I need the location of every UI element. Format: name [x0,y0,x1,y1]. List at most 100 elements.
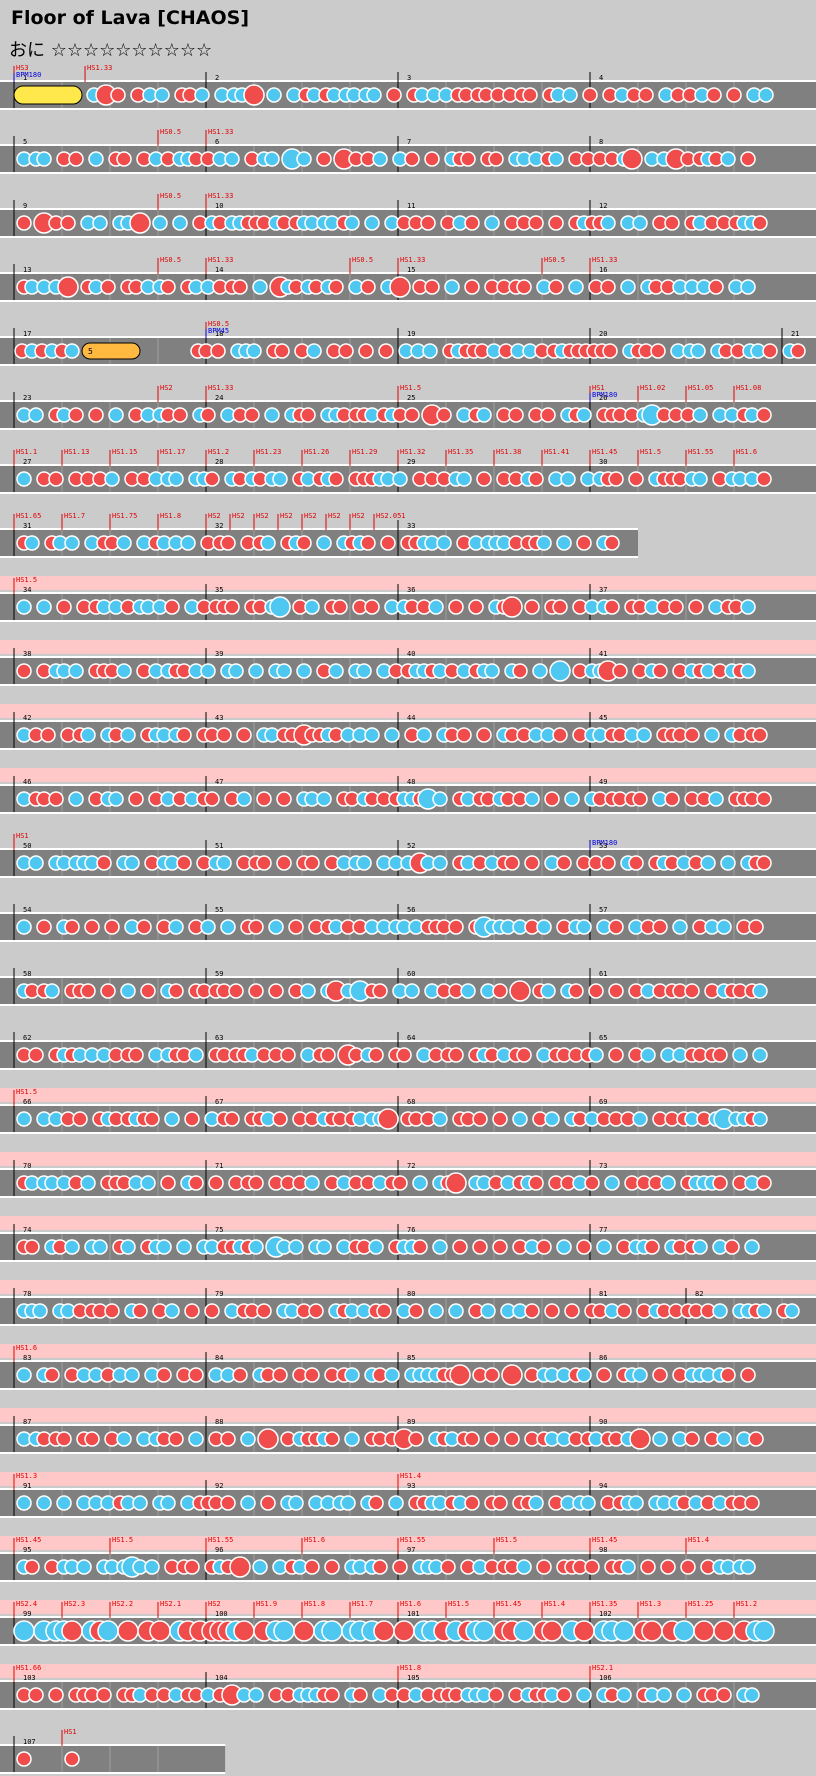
bar-number: 59 [215,970,223,978]
note [180,535,196,551]
note [464,1495,480,1511]
bar-number: 60 [407,970,415,978]
hs-label: HS1.55 [400,1536,425,1544]
note [480,1303,496,1319]
note [756,471,772,487]
note [544,1303,560,1319]
note [484,663,500,679]
note [48,471,64,487]
note [296,535,312,551]
note [96,855,112,871]
note [328,279,344,295]
chart-row: 42 43 44 45 [0,704,816,750]
note [149,1620,171,1642]
note [408,1303,424,1319]
bar-number: 3 [407,74,411,82]
note [156,1239,172,1255]
hs-marker [13,450,15,466]
hs-label: HS1.8 [400,1664,421,1672]
note [16,1751,32,1767]
bar-line [397,1672,399,1708]
note [516,1559,532,1575]
bar-number: 20 [599,330,607,338]
note [268,919,284,935]
note [304,855,320,871]
hs-label: HS2.4 [16,1600,37,1608]
hs-label: HS1.7 [352,1600,373,1608]
hs-label: HS1.05 [688,384,713,392]
bar-line [589,1224,591,1260]
note [272,471,288,487]
note [544,1111,560,1127]
bar-number: 56 [407,906,415,914]
bar-number: 10 [215,202,223,210]
note [576,407,592,423]
bar-number: 52 [407,842,415,850]
note [64,343,80,359]
chart-row: 58 59 60 61 [0,968,816,1006]
note [392,1175,408,1191]
note [248,919,264,935]
bar-number: 31 [23,522,31,530]
bar-line [205,200,207,236]
bar-number: 64 [407,1034,415,1042]
hs-marker [541,450,543,466]
hs-label: HS0.5 [544,256,565,264]
bar-line [205,1096,207,1132]
note [613,1620,635,1642]
hs-label: HS1.02 [640,384,665,392]
hs-marker [157,130,159,146]
note [492,983,508,999]
bar-number: 78 [23,1290,31,1298]
hs-marker [157,258,159,274]
hs-marker [205,386,207,402]
note [104,919,120,935]
note [210,343,226,359]
note [464,1431,480,1447]
note [584,1175,600,1191]
bar-number: 45 [599,714,607,722]
bar-number: 46 [23,778,31,786]
note [168,919,184,935]
note [61,1620,83,1642]
hs-marker [493,450,495,466]
note [632,215,648,231]
bar-line [13,392,15,428]
chart-row: 27 28 29 30 HS1.1 HS1.13 HS1.15 HS1.17 HS1.2 HS1.… [0,448,816,494]
note [468,599,484,615]
note [512,1111,528,1127]
note [104,1303,120,1319]
note [656,1687,672,1703]
bar-line [13,1352,15,1388]
hs-marker [685,386,687,402]
note [612,663,628,679]
hs-marker [637,1602,639,1618]
bar-number: 62 [23,1034,31,1042]
bar-line [13,840,15,876]
beat-line [541,82,543,108]
bar-number: 100 [215,1610,228,1618]
note [240,1431,256,1447]
note [176,855,192,871]
hs-label: HS1.13 [64,448,89,456]
note [504,1431,520,1447]
gogo-band [0,640,816,654]
note [386,87,402,103]
note [748,919,764,935]
note [638,87,654,103]
note [740,151,756,167]
note [244,407,260,423]
note [756,1175,772,1191]
note [708,279,724,295]
bar-number: 44 [407,714,415,722]
note [424,151,440,167]
hs-label: HS1.17 [160,448,185,456]
note [320,1047,336,1063]
note [756,791,772,807]
chart-row: 171819202122HS0.5BPM45HS3HS0.75BPM905 [0,320,816,366]
note [280,1047,296,1063]
note [332,599,348,615]
chart-row: 103 104 105 106 HS1.66 HS1.8 HS2.1 [0,1664,816,1710]
note [276,855,292,871]
